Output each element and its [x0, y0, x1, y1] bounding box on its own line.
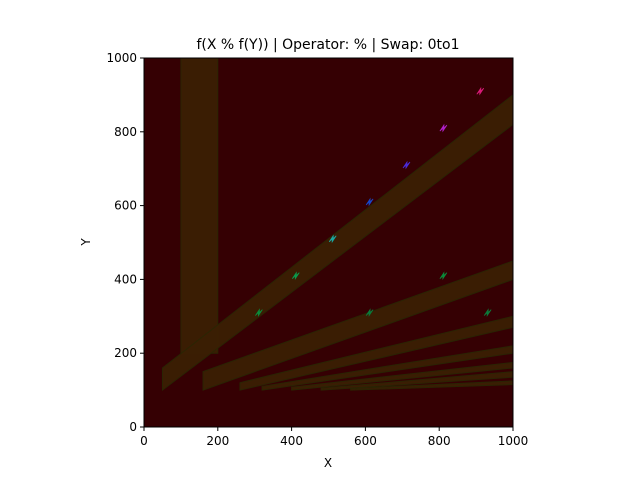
x-tick-label: 800 — [428, 434, 451, 448]
x-tick-label: 600 — [354, 434, 377, 448]
x-axis-label: X — [324, 456, 332, 470]
heatmap-point-5 — [439, 123, 448, 133]
heatmap-band-0 — [180, 57, 219, 354]
x-tick-label: 200 — [206, 434, 229, 448]
heatmap-point-4 — [402, 160, 411, 170]
y-tick-label: 200 — [114, 346, 137, 360]
heatmap-point-0 — [255, 308, 263, 317]
axes: 0 200 400 600 800 1000 0 200 400 600 800 1000 — [106, 51, 528, 448]
x-tick-label: 0 — [140, 434, 148, 448]
plot-frame — [143, 57, 514, 428]
heatmap-point-8 — [439, 271, 448, 281]
x-tick-label: 400 — [280, 434, 303, 448]
plot-area — [144, 57, 514, 427]
y-tick-label: 600 — [114, 199, 137, 213]
heatmap-point-3 — [365, 197, 374, 207]
heatmap-point-7 — [365, 308, 374, 317]
y-tick-label: 800 — [114, 125, 137, 139]
heatmap-point-9 — [483, 308, 492, 317]
y-tick-label: 400 — [114, 272, 137, 286]
x-tick-label: 1000 — [498, 434, 529, 448]
y-tick-label: 0 — [129, 420, 137, 434]
heatmap-point-6 — [476, 86, 485, 96]
chart-title: f(X % f(Y)) | Operator: % | Swap: 0to1 — [196, 37, 459, 53]
y-tick-label: 1000 — [106, 51, 137, 65]
heatmap-point-2 — [328, 234, 337, 244]
heatmap-point-1 — [291, 271, 300, 281]
y-axis-label: Y — [79, 238, 93, 247]
